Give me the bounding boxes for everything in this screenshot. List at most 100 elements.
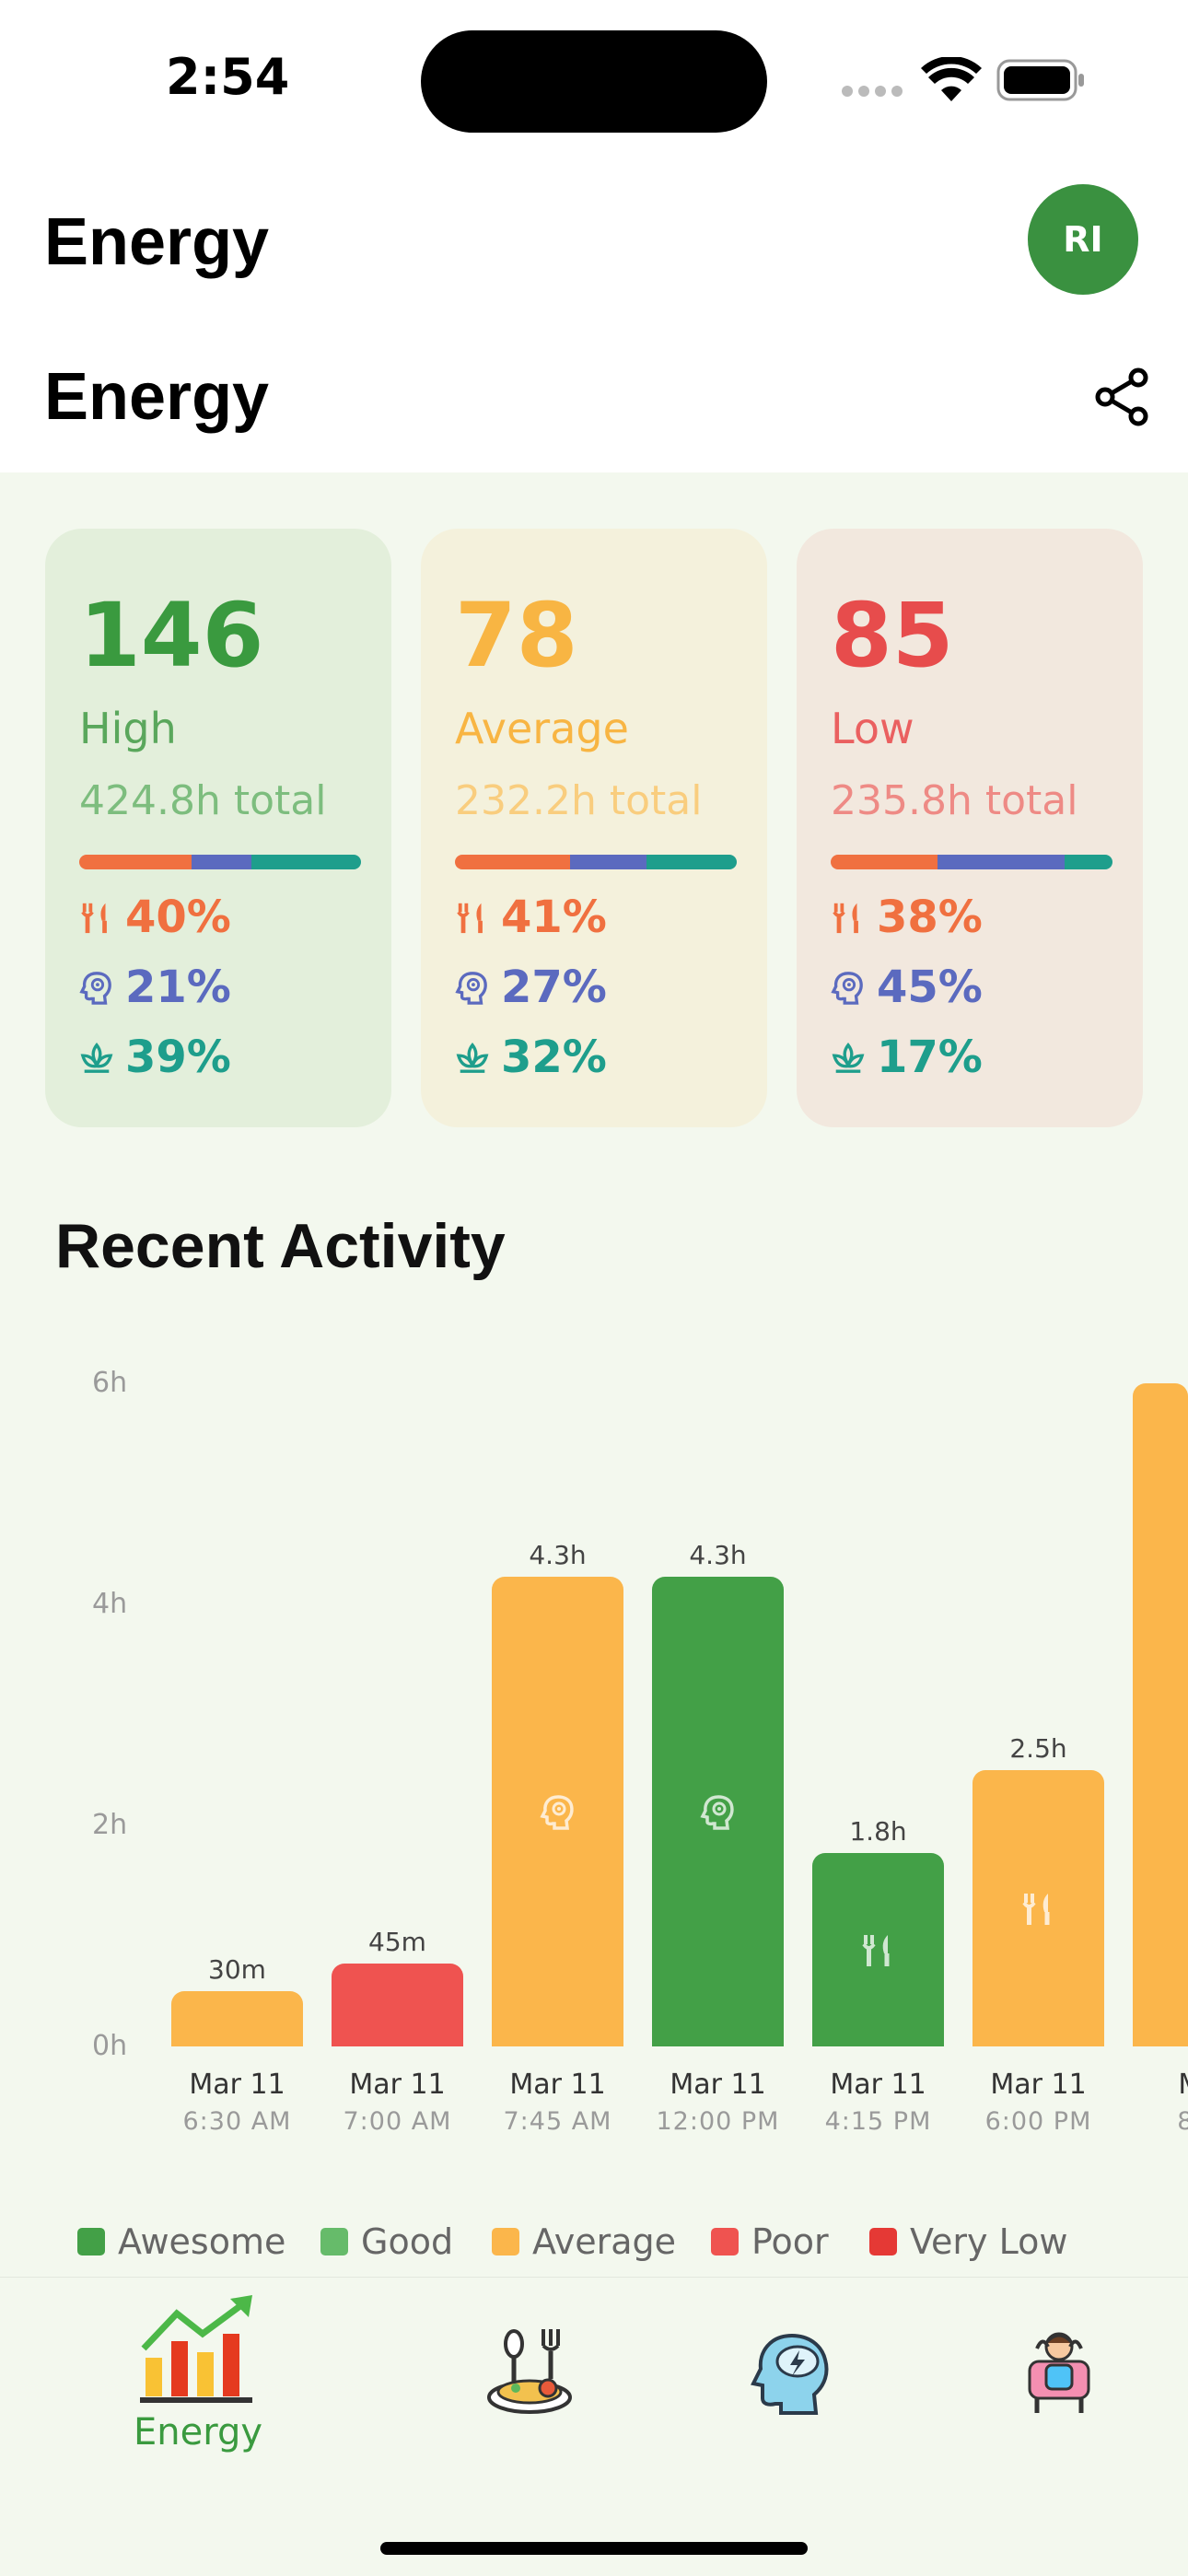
card-mind-percent-row: 45% [831,962,983,1013]
section-title: Energy [44,359,269,435]
mind-icon [455,970,490,1005]
x-axis-time-label: 7:00 AM [324,2107,472,2136]
chart-bar[interactable] [171,1991,303,2046]
card-level-label: Average [455,704,629,753]
y-axis-tick-label: 4h [92,1588,127,1620]
x-axis-time-label: 6:00 PM [965,2107,1112,2136]
legend-label: Average [532,2221,676,2262]
card-rest-percent: 17% [877,1032,983,1083]
category-split-bar [455,855,737,869]
mind-icon [831,970,866,1005]
food-icon [1020,1890,1057,1927]
avatar[interactable]: RI [1028,184,1138,295]
card-rest-percent-row: 32% [455,1032,607,1083]
legend-swatch [77,2228,105,2255]
rest-icon [455,1040,490,1075]
split-bar-segment [938,855,1065,869]
card-food-percent: 41% [501,892,607,943]
cellular-signal-icon [840,81,904,105]
card-mind-percent: 45% [877,962,983,1013]
bar-value-label: 30m [164,1954,311,1985]
tab-energy[interactable]: Energy [120,2293,276,2468]
food-icon [831,900,866,935]
chart-bar[interactable] [492,1577,623,2046]
dynamic-island [421,30,767,133]
card-food-percent-row: 41% [455,892,607,943]
split-bar-segment [79,855,192,869]
card-food-percent-row: 40% [79,892,231,943]
card-total-hours: 424.8h total [79,777,326,824]
bar-value-label: 2.5h [965,1733,1112,1764]
chart-bar[interactable] [332,1964,463,2046]
food-icon [79,900,114,935]
status-time: 2:54 [166,48,289,106]
bar-value-label: 6 [1125,1346,1188,1377]
card-mind-percent: 21% [125,962,231,1013]
card-food-percent: 38% [877,892,983,943]
rest-icon [831,1040,866,1075]
x-axis-date-label: Mar 11 [484,2069,632,2101]
chart-bar[interactable] [812,1853,944,2046]
split-bar-segment [455,855,570,869]
x-axis-time-label: 7:45 AM [484,2107,632,2136]
legend-label: Very Low [910,2221,1067,2262]
chart-bar[interactable] [1133,1383,1188,2046]
tab-mind[interactable] [748,2328,836,2417]
card-food-percent: 40% [125,892,231,943]
card-level-label: High [79,704,177,753]
card-count: 78 [455,584,578,687]
bar-value-label: 4.3h [484,1540,632,1570]
summary-card[interactable]: 78 Average 232.2h total 41% 27% 32% [421,529,767,1127]
card-level-label: Low [831,704,914,753]
card-total-hours: 232.2h total [455,777,702,824]
home-indicator [380,2542,808,2555]
split-bar-segment [570,855,646,869]
x-axis-date-label: Mar 11 [645,2069,792,2101]
x-axis-time-label: 4:15 PM [805,2107,952,2136]
mind-icon [79,970,114,1005]
tab-relax[interactable] [1015,2328,1103,2417]
food-icon [860,1931,897,1968]
card-rest-percent: 32% [501,1032,607,1083]
y-axis-tick-label: 2h [92,1809,127,1841]
split-bar-segment [646,855,737,869]
card-rest-percent-row: 39% [79,1032,231,1083]
category-split-bar [79,855,361,869]
card-mind-percent-row: 27% [455,962,607,1013]
mind-icon [540,1793,577,1830]
x-axis-time-label: 8:3 [1125,2107,1188,2136]
tab-meal[interactable] [479,2325,580,2427]
legend-item: Very Low [869,2221,1067,2262]
split-bar-segment [251,855,361,869]
x-axis-time-label: 6:30 AM [164,2107,311,2136]
share-icon[interactable] [1092,367,1153,431]
card-total-hours: 235.8h total [831,777,1077,824]
legend-label: Poor [751,2221,829,2262]
chart-bar[interactable] [652,1577,784,2046]
split-bar-segment [192,855,250,869]
x-axis-date-label: Mar 11 [965,2069,1112,2101]
food-icon [455,900,490,935]
mind-head-icon [748,2328,836,2420]
legend-swatch [492,2228,519,2255]
card-mind-percent: 27% [501,962,607,1013]
rest-icon [79,1040,114,1075]
card-food-percent-row: 38% [831,892,983,943]
x-axis-date-label: Mar 11 [164,2069,311,2101]
bar-value-label: 1.8h [805,1816,952,1847]
y-axis-tick-label: 6h [92,1367,127,1399]
bar-value-label: 4.3h [645,1540,792,1570]
legend-item: Good [320,2221,453,2262]
x-axis-time-label: 12:00 PM [645,2107,792,2136]
chart-bar[interactable] [973,1770,1104,2046]
legend-swatch [711,2228,739,2255]
x-axis-date-label: Ma [1125,2069,1188,2101]
card-rest-percent: 39% [125,1032,231,1083]
legend-item: Poor [711,2221,829,2262]
mind-icon [700,1793,737,1830]
legend-swatch [320,2228,348,2255]
relax-person-icon [1015,2328,1103,2420]
